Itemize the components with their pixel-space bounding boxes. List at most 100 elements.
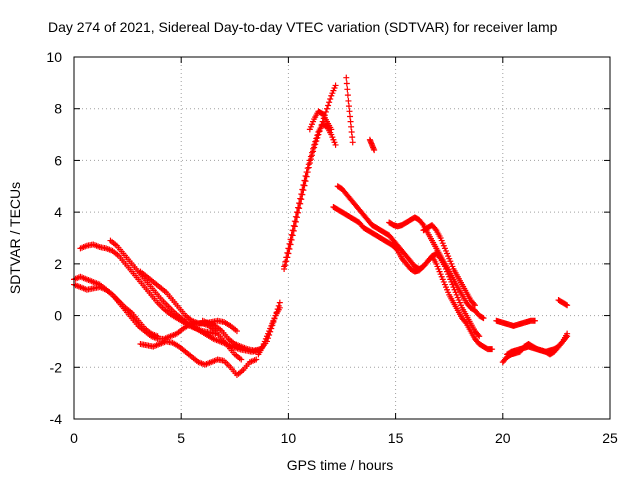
data-point bbox=[286, 245, 293, 252]
data-point bbox=[327, 96, 334, 103]
data-point bbox=[343, 74, 350, 81]
data-point bbox=[291, 223, 298, 230]
data-point bbox=[349, 134, 356, 141]
series-arc2 bbox=[107, 237, 262, 355]
data-point bbox=[345, 103, 352, 110]
series-arc14 bbox=[343, 74, 356, 146]
data-points bbox=[71, 74, 571, 379]
y-tick-label: 8 bbox=[54, 101, 62, 117]
data-point bbox=[295, 209, 302, 216]
series-arc10 bbox=[281, 121, 339, 270]
data-point bbox=[300, 181, 307, 188]
plot-frame bbox=[73, 56, 611, 420]
data-point bbox=[348, 128, 355, 135]
y-tick-label: -2 bbox=[50, 359, 63, 375]
data-point bbox=[325, 102, 332, 109]
data-point bbox=[276, 304, 283, 311]
data-point bbox=[283, 254, 290, 261]
tick-labels: 0 5 10 15 20 25 -4 -2 0 2 4 6 8 10 bbox=[46, 49, 618, 446]
series-arc16 bbox=[386, 214, 487, 322]
data-point bbox=[289, 227, 296, 234]
data-point bbox=[470, 300, 477, 307]
data-point bbox=[233, 328, 240, 335]
data-point bbox=[479, 314, 486, 321]
data-point bbox=[253, 356, 260, 363]
data-point bbox=[297, 200, 304, 207]
data-point bbox=[343, 80, 350, 87]
data-point bbox=[322, 108, 329, 115]
data-point bbox=[563, 301, 570, 308]
data-point bbox=[419, 220, 426, 227]
series-arc11 bbox=[306, 108, 335, 133]
data-point bbox=[300, 187, 307, 194]
data-point bbox=[287, 241, 294, 248]
data-point bbox=[298, 196, 305, 203]
data-point bbox=[297, 195, 304, 202]
data-point bbox=[308, 149, 315, 156]
y-tick-label: 6 bbox=[54, 152, 62, 168]
series-arc12 bbox=[330, 203, 496, 353]
data-point bbox=[288, 231, 295, 238]
data-point bbox=[296, 200, 303, 207]
data-point bbox=[289, 232, 296, 239]
data-point bbox=[290, 222, 297, 229]
data-point bbox=[302, 178, 309, 185]
data-point bbox=[476, 333, 483, 340]
data-point bbox=[292, 218, 299, 225]
x-tick-label: 10 bbox=[281, 430, 297, 446]
data-point bbox=[348, 123, 355, 130]
y-tick-label: 4 bbox=[54, 204, 62, 220]
series-arc17 bbox=[420, 222, 478, 309]
data-point bbox=[307, 153, 314, 160]
data-point bbox=[326, 99, 333, 106]
data-point bbox=[302, 172, 309, 179]
data-point bbox=[475, 331, 482, 338]
data-point bbox=[462, 319, 469, 326]
data-point bbox=[347, 113, 354, 120]
data-point bbox=[564, 302, 571, 309]
data-point bbox=[311, 141, 318, 148]
data-point bbox=[299, 186, 306, 193]
data-point bbox=[303, 169, 310, 176]
data-point bbox=[285, 245, 292, 252]
data-point bbox=[301, 177, 308, 184]
data-point bbox=[471, 302, 478, 309]
data-point bbox=[313, 135, 320, 142]
data-point bbox=[332, 82, 339, 89]
data-point bbox=[344, 86, 351, 93]
data-point bbox=[296, 205, 303, 212]
data-point bbox=[293, 214, 300, 221]
data-point bbox=[301, 182, 308, 189]
data-point bbox=[282, 258, 289, 265]
data-point bbox=[328, 126, 335, 133]
data-point bbox=[432, 225, 439, 232]
data-point bbox=[531, 317, 538, 324]
y-axis-label: SDTVAR / TECUs bbox=[7, 182, 23, 294]
data-point bbox=[285, 250, 292, 257]
series-arc5 bbox=[137, 268, 240, 335]
grid-lines bbox=[73, 56, 611, 420]
data-point bbox=[281, 263, 288, 270]
series-arc18 bbox=[493, 317, 538, 329]
data-point bbox=[284, 249, 291, 256]
data-point bbox=[293, 209, 300, 216]
data-point bbox=[564, 333, 571, 340]
data-point bbox=[304, 165, 311, 172]
x-axis-label: GPS time / hours bbox=[287, 457, 394, 473]
series-arc20 bbox=[504, 333, 571, 358]
data-point bbox=[480, 315, 487, 322]
series-arc6 bbox=[137, 338, 260, 379]
data-point bbox=[238, 356, 245, 363]
x-tick-label: 15 bbox=[388, 430, 404, 446]
data-point bbox=[306, 157, 313, 164]
data-point bbox=[286, 240, 293, 247]
data-point bbox=[310, 145, 317, 152]
x-tick-label: 25 bbox=[602, 430, 618, 446]
data-point bbox=[332, 141, 339, 148]
data-point bbox=[290, 227, 297, 234]
data-point bbox=[288, 236, 295, 243]
data-point bbox=[489, 346, 496, 353]
data-point bbox=[298, 191, 305, 198]
series-arc15 bbox=[366, 136, 378, 154]
